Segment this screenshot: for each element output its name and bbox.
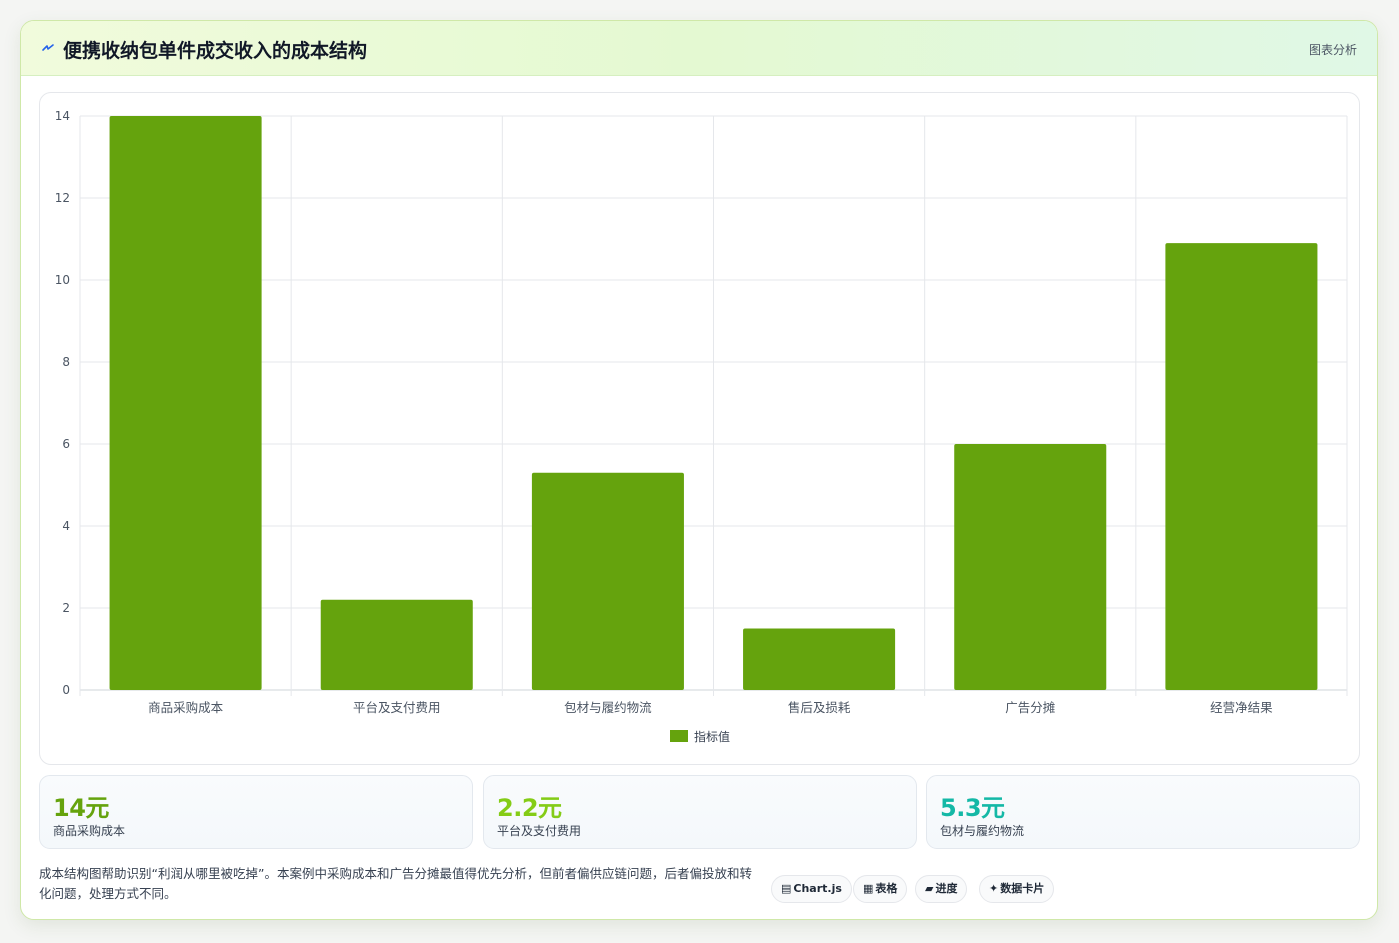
stat-value: 2.2元 bbox=[497, 794, 562, 822]
legend-swatch bbox=[670, 730, 688, 742]
bar bbox=[954, 444, 1107, 690]
y-tick-label: 14 bbox=[55, 109, 70, 123]
stat-card-platform: 2.2元 平台及支付费用 bbox=[483, 775, 917, 849]
tag-data-card[interactable]: ✦ 数据卡片 bbox=[979, 875, 1055, 903]
footer-description: 成本结构图帮助识别“利润从哪里被吃掉”。本案例中采购成本和广告分摊最值得优先分析… bbox=[39, 866, 752, 901]
chart-container: 0 2 4 6 8 10 12 14 商品采购成本 平台及支付费用 包材与履约物流 售后及损耗 广告分摊… bbox=[39, 92, 1360, 765]
bar bbox=[320, 599, 473, 690]
stat-value: 5.3元 bbox=[940, 794, 1005, 822]
y-tick-label: 4 bbox=[62, 519, 70, 533]
y-tick-label: 12 bbox=[55, 191, 70, 205]
x-tick-label: 包材与履约物流 bbox=[564, 700, 652, 715]
tag-table[interactable]: ▦ 表格 bbox=[853, 875, 908, 903]
table-icon: ▦ bbox=[863, 882, 874, 895]
x-tick-label: 售后及损耗 bbox=[788, 700, 851, 715]
progress-icon: ▰ bbox=[925, 882, 934, 895]
chart-analysis-link[interactable]: 图表分析 bbox=[1308, 43, 1357, 57]
stat-card-purchase: 14元 商品采购成本 bbox=[39, 775, 473, 849]
tag-label: 数据卡片 bbox=[1000, 882, 1045, 895]
tag-label: 进度 bbox=[935, 882, 958, 895]
stat-value: 14元 bbox=[53, 794, 109, 822]
lightning-icon bbox=[42, 44, 54, 51]
x-tick-label: 平台及支付费用 bbox=[353, 700, 441, 715]
y-tick-label: 2 bbox=[62, 601, 70, 615]
tag-label: Chart.js bbox=[793, 882, 842, 895]
stat-card-logistics: 5.3元 包材与履约物流 bbox=[926, 775, 1360, 849]
page-title: 便携收纳包单件成交收入的成本结构 bbox=[63, 40, 368, 62]
stat-label: 包材与履约物流 bbox=[940, 824, 1025, 838]
tag-chartjs[interactable]: ▤ Chart.js bbox=[771, 875, 852, 903]
tag-label: 表格 bbox=[875, 882, 898, 895]
chart-icon: ▤ bbox=[781, 882, 792, 895]
bar bbox=[1165, 243, 1318, 690]
bar bbox=[109, 116, 262, 690]
chart-card: 便携收纳包单件成交收入的成本结构 图表分析 0 2 4 6 8 10 12 14 商品采购成本平… bbox=[20, 20, 1378, 920]
stat-label: 商品采购成本 bbox=[53, 824, 126, 838]
x-tick-label: 商品采购成本 bbox=[148, 700, 224, 715]
x-tick-label: 经营净结果 bbox=[1210, 700, 1273, 715]
bar-chart: 0 2 4 6 8 10 12 14 商品采购成本 平台及支付费用 包材与履约物流 售后及损耗 广告分摊… bbox=[55, 109, 1348, 744]
y-tick-label: 0 bbox=[62, 683, 70, 697]
bar bbox=[531, 472, 684, 690]
stat-label: 平台及支付费用 bbox=[497, 824, 582, 838]
card-header: 便携收纳包单件成交收入的成本结构 图表分析 bbox=[21, 21, 1377, 76]
x-tick-label: 广告分摊 bbox=[1005, 700, 1055, 715]
sparkle-icon: ✦ bbox=[989, 882, 999, 895]
legend-label: 指标值 bbox=[694, 729, 730, 744]
y-tick-label: 8 bbox=[62, 355, 70, 369]
y-tick-label: 10 bbox=[55, 273, 70, 287]
bar bbox=[743, 628, 896, 690]
tag-progress[interactable]: ▰ 进度 bbox=[915, 875, 968, 903]
y-tick-label: 6 bbox=[62, 437, 70, 451]
